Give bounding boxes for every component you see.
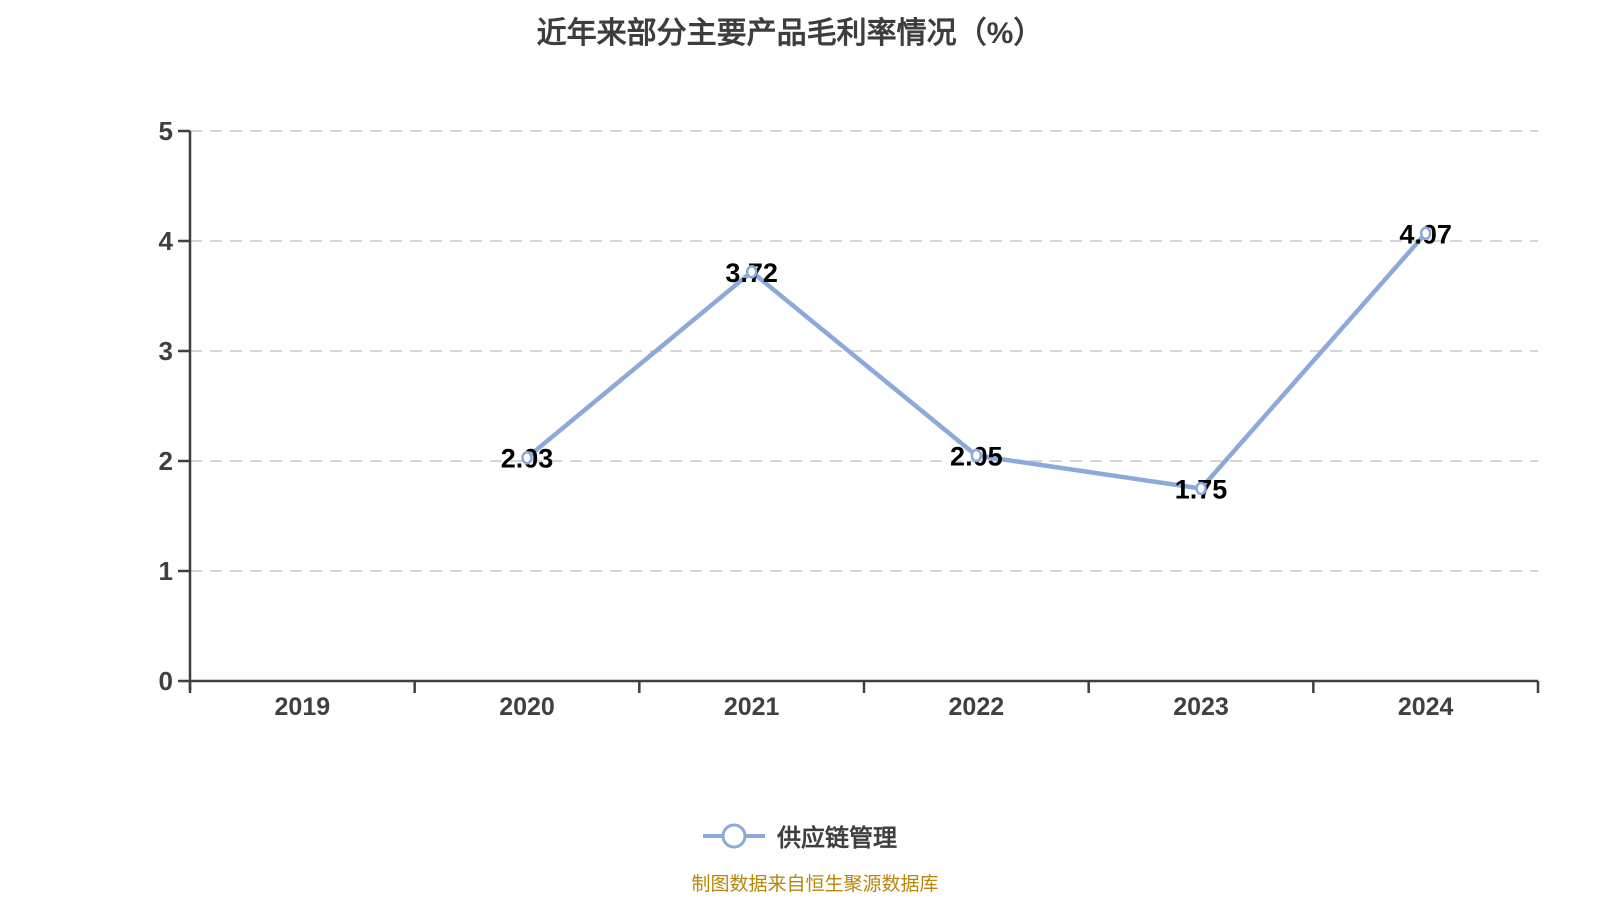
data-point-marker[interactable] <box>745 265 758 279</box>
y-tick-label: 2 <box>159 446 173 476</box>
y-tick-label: 0 <box>159 666 173 696</box>
x-tick-label: 2020 <box>499 693 555 721</box>
y-tick-label: 1 <box>159 556 173 586</box>
y-tick-label: 5 <box>159 116 173 146</box>
data-point-marker[interactable] <box>521 450 533 465</box>
y-tick-label: 4 <box>159 226 174 256</box>
page-title: 近年来部分主要产品毛利率情况（%） <box>536 17 1044 50</box>
data-point-marker[interactable] <box>1195 481 1207 496</box>
x-tick-label: 2024 <box>1398 693 1454 721</box>
x-tick-label: 2023 <box>1173 693 1229 721</box>
data-point-marker[interactable] <box>1419 226 1432 241</box>
x-tick-label: 2021 <box>724 693 780 721</box>
x-tick-label: 2022 <box>949 693 1005 721</box>
data-source-note: 制图数据来自恒生聚源数据库 <box>691 874 939 895</box>
data-point-marker[interactable] <box>970 448 983 463</box>
legend-marker-icon <box>703 823 765 848</box>
legend-item-supply-chain[interactable]: 供应链管理 <box>0 818 1600 853</box>
y-tick-label: 3 <box>159 336 173 366</box>
legend-label: 供应链管理 <box>777 825 897 852</box>
x-tick-label: 2019 <box>275 693 331 721</box>
